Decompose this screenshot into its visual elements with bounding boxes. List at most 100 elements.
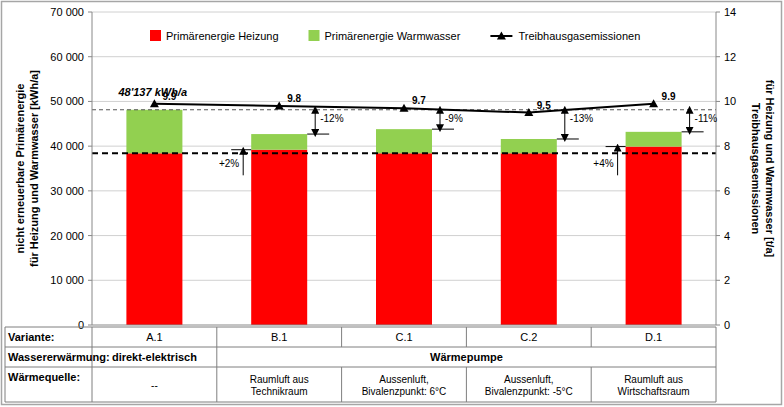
y2-tick-label: 10	[724, 95, 736, 107]
bar	[501, 153, 557, 325]
x-axis	[92, 325, 716, 326]
annotations: 48'137 kWh/a+2%-12%-9%-13%+4%-11%	[117, 86, 717, 176]
table-cell: Bivalenzpunkt: 6°C	[362, 386, 447, 397]
y2-tick-label: 12	[724, 51, 736, 63]
data-label: 9.5	[537, 100, 551, 111]
x-tick-label: A.1	[146, 331, 163, 343]
x-axis-title: Variante:	[8, 331, 54, 343]
table-rule	[591, 327, 592, 347]
annotation: -12%	[320, 113, 343, 124]
y2-tick-label: 8	[724, 140, 730, 152]
y2-tick	[716, 56, 720, 57]
table-cell: Wirtschaftsraum	[617, 386, 689, 397]
y-tick	[88, 325, 92, 326]
y-tick-label: 10 000	[50, 274, 84, 286]
annotation-tick	[606, 146, 626, 147]
data-label: 9.7	[412, 95, 426, 106]
y-tick	[88, 12, 92, 13]
y-tick-label: 40 000	[50, 140, 84, 152]
legend-label: Primärenergie Warmwasser	[325, 30, 461, 42]
line-marker	[400, 104, 409, 112]
y-axis	[92, 12, 93, 325]
y-tick	[88, 56, 92, 57]
annotation: -9%	[445, 113, 463, 124]
y2-tick-label: 6	[724, 185, 730, 197]
reference-line	[92, 152, 716, 154]
line-marker	[275, 101, 284, 109]
y2-tick-label: 14	[724, 6, 736, 18]
annotation-arrow	[617, 148, 618, 176]
legend-label: Primärenergie Heizung	[166, 30, 279, 42]
y-tick	[88, 146, 92, 147]
annotation-arrow	[243, 151, 244, 176]
annotation: -13%	[570, 113, 593, 124]
y2-axis	[716, 12, 717, 325]
y2-tick-label: 4	[724, 230, 730, 242]
y-tick-label: 0	[78, 319, 84, 331]
table-cell: direkt-elektrisch	[112, 351, 197, 363]
bar	[126, 153, 182, 325]
grid-line	[92, 101, 716, 102]
table-cell: Raumluft aus	[624, 374, 683, 385]
bar	[376, 129, 432, 153]
y-tick-label: 30 000	[50, 185, 84, 197]
legend-label: Treibhausgasemissionen	[518, 30, 640, 42]
line-marker	[524, 108, 533, 116]
annotation-arrow	[689, 110, 690, 131]
table-rule	[466, 367, 467, 402]
bar	[251, 134, 307, 150]
data-labels: 9.99.89.79.59.9	[162, 91, 676, 111]
table-rule	[5, 327, 6, 402]
table-cell: Wärmepumpe	[430, 351, 503, 363]
table-rule	[466, 327, 467, 347]
data-label: 9.9	[662, 91, 676, 102]
y2-tick	[716, 101, 720, 102]
table-rule	[5, 367, 716, 368]
table-cell: Technikraum	[251, 386, 308, 397]
line-marker	[649, 99, 658, 107]
y2-tick	[716, 280, 720, 281]
table-rule	[591, 367, 592, 402]
x-tick-label: D.1	[645, 331, 662, 343]
bar	[501, 139, 557, 153]
table-rule	[716, 367, 717, 402]
y2-tick	[716, 12, 720, 13]
annotation: 48'137 kWh/a	[117, 86, 187, 98]
annotation-tick	[682, 131, 704, 132]
annotation: +4%	[593, 158, 613, 169]
table-cell: Aussenluft,	[379, 374, 428, 385]
annotation-arrow	[564, 110, 565, 138]
y2-tick	[716, 235, 720, 236]
legend-symbol	[150, 30, 161, 41]
legend-symbol	[497, 32, 506, 40]
grid-line	[92, 56, 716, 57]
table: Variante:A.1B.1C.1C.2D.1Wassererwärmung:…	[5, 327, 716, 402]
y2-axis-title: für Heizung und Warmwasser [t/a]	[764, 80, 776, 258]
plot-data	[92, 99, 716, 325]
annotation-tick	[432, 129, 454, 130]
annotation-tick	[231, 149, 251, 150]
frame	[2, 2, 782, 405]
y-tick-label: 70 000	[50, 6, 84, 18]
table-cell: Raumluft aus	[250, 374, 309, 385]
y2-tick	[716, 190, 720, 191]
table-rule	[341, 367, 342, 402]
annotation-tick	[557, 138, 579, 139]
data-label: 9.8	[287, 93, 301, 104]
annotation: +2%	[219, 158, 239, 169]
table-rule	[216, 327, 217, 347]
annotation-arrow	[440, 110, 441, 128]
y-tick	[88, 190, 92, 191]
y2-tick-label: 0	[724, 319, 730, 331]
table-rule	[5, 327, 716, 328]
table-rule	[716, 347, 717, 367]
table-cell: Bivalenzpunkt: -5°C	[485, 386, 573, 397]
x-tick-label: C.2	[520, 331, 537, 343]
grid-line	[92, 12, 716, 13]
table-rule	[216, 347, 217, 367]
bar	[376, 153, 432, 325]
y-axis-title: nicht erneuerbare Primärenergie	[14, 84, 26, 254]
annotation-tick	[307, 134, 329, 135]
y2-axis-title: Treibhausgasemissionen	[750, 103, 762, 235]
table-rule	[92, 327, 93, 402]
